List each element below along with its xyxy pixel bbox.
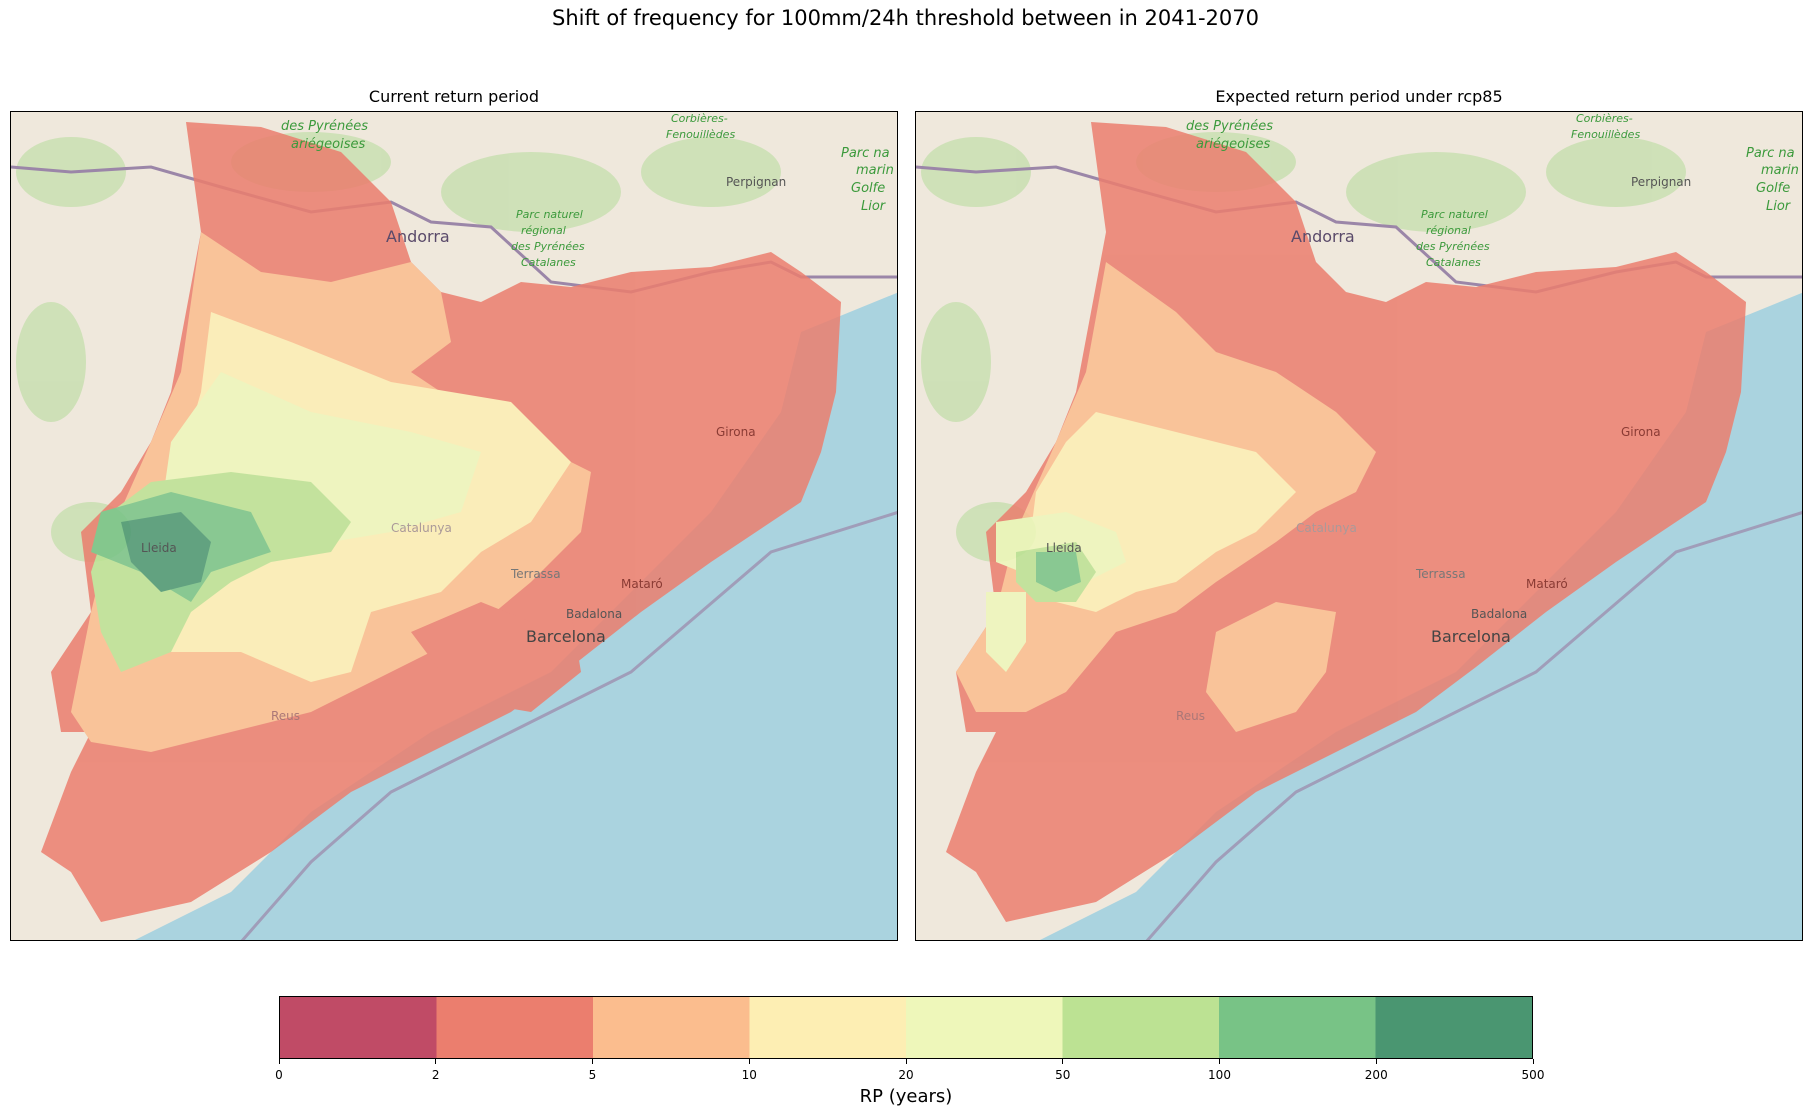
colorbar-tick-label: 0 [275,1068,283,1082]
place-label: Mataró [621,577,663,591]
place-label: Perpignan [1631,175,1691,189]
place-label: Fenouillèdes [1571,128,1640,141]
place-label: Barcelona [526,627,606,646]
colorbar-tick-label: 50 [1055,1068,1071,1082]
place-label: Perpignan [726,175,786,189]
colorbar-tick-mark [1375,1059,1377,1064]
place-label: Girona [1621,425,1661,439]
place-label: Badalona [1471,607,1527,621]
figure-title: Shift of frequency for 100mm/24h thresho… [552,6,1259,30]
place-label: Barcelona [1431,627,1511,646]
place-label: Lior [861,199,887,214]
place-label: Lior [1766,199,1792,214]
place-label: Reus [1176,709,1205,723]
colorbar-label: RP (years) [859,1086,953,1107]
place-label: Lleida [1046,541,1082,555]
place-label: Andorra [1291,227,1355,246]
shipping-lane [240,511,897,940]
place-label: Girona [716,425,756,439]
colorbar-tick-label: 10 [741,1068,757,1082]
place-label: régional [1426,224,1471,237]
map-expected-return-period-rcp85: des Pyrénées ariégeoises Corbières- Feno… [915,111,1803,941]
colorbar-bin [436,997,594,1058]
colorbar-bin [1375,997,1532,1058]
colorbar-tick-mark [592,1059,593,1064]
colorbar-tick-mark [278,1059,280,1064]
place-label: des Pyrénées [1186,119,1273,134]
place-label: Andorra [386,227,450,246]
place-label: Parc na [841,146,890,161]
place-label: Reus [271,709,300,723]
place-label: des Pyrénées [281,119,368,134]
place-label: des Pyrénées [511,240,585,253]
place-label: Mataró [1526,577,1568,591]
colorbar-tick-mark [435,1059,437,1064]
shipping-lane [1145,511,1802,940]
place-label: ariégeoises [291,137,366,152]
map-current-return-period: des Pyrénées ariégeoises Corbières- Feno… [10,111,898,941]
place-label: Badalona [566,607,622,621]
colorbar-tick-mark [748,1059,750,1064]
place-label: Corbières- [1576,112,1633,125]
colorbar-tick-mark [1219,1059,1220,1064]
place-label: Golfe [1756,181,1790,196]
place-label: ariégeoises [1196,137,1271,152]
colorbar [279,996,1533,1059]
place-label: Golfe [851,181,885,196]
place-label: Catalunya [391,521,452,535]
colorbar-bin [280,997,437,1058]
place-label: Terrassa [1415,567,1466,581]
colorbar-tick-mark [905,1059,907,1064]
place-label: Catalunya [1296,521,1357,535]
colorbar-bin [749,997,907,1058]
place-label: marin [1761,163,1799,178]
place-label: Parc na [1746,146,1795,161]
panel-title-current: Current return period [368,87,540,106]
colorbar-tick-label: 200 [1364,1068,1388,1082]
place-label: Catalanes [1426,256,1481,269]
colorbar-bin [593,997,750,1058]
colorbar-tick-label: 100 [1208,1068,1231,1082]
place-label: Catalanes [521,256,576,269]
place-label: Lleida [141,541,177,555]
place-label: marin [856,163,894,178]
region-overlay [41,122,841,922]
place-label: des Pyrénées [1416,240,1490,253]
colorbar-tick-label: 2 [431,1068,440,1082]
colorbar-tick-label: 500 [1521,1068,1545,1082]
colorbar-tick-label: 5 [588,1068,597,1082]
colorbar-bin [1062,997,1220,1058]
colorbar-bin [906,997,1063,1058]
colorbar-tick-mark [1062,1059,1064,1064]
place-label: Parc naturel [1421,208,1488,221]
place-label: Corbières- [671,112,728,125]
place-label: régional [521,224,566,237]
colorbar-bin [1219,997,1376,1058]
colorbar-tick-mark [1532,1059,1534,1064]
region-overlay [946,122,1746,922]
place-label: Parc naturel [516,208,583,221]
place-label: Fenouillèdes [666,128,735,141]
panel-title-rcp85: Expected return period under rcp85 [1215,87,1503,106]
colorbar-tick-label: 20 [898,1068,914,1082]
place-label: Terrassa [510,567,561,581]
